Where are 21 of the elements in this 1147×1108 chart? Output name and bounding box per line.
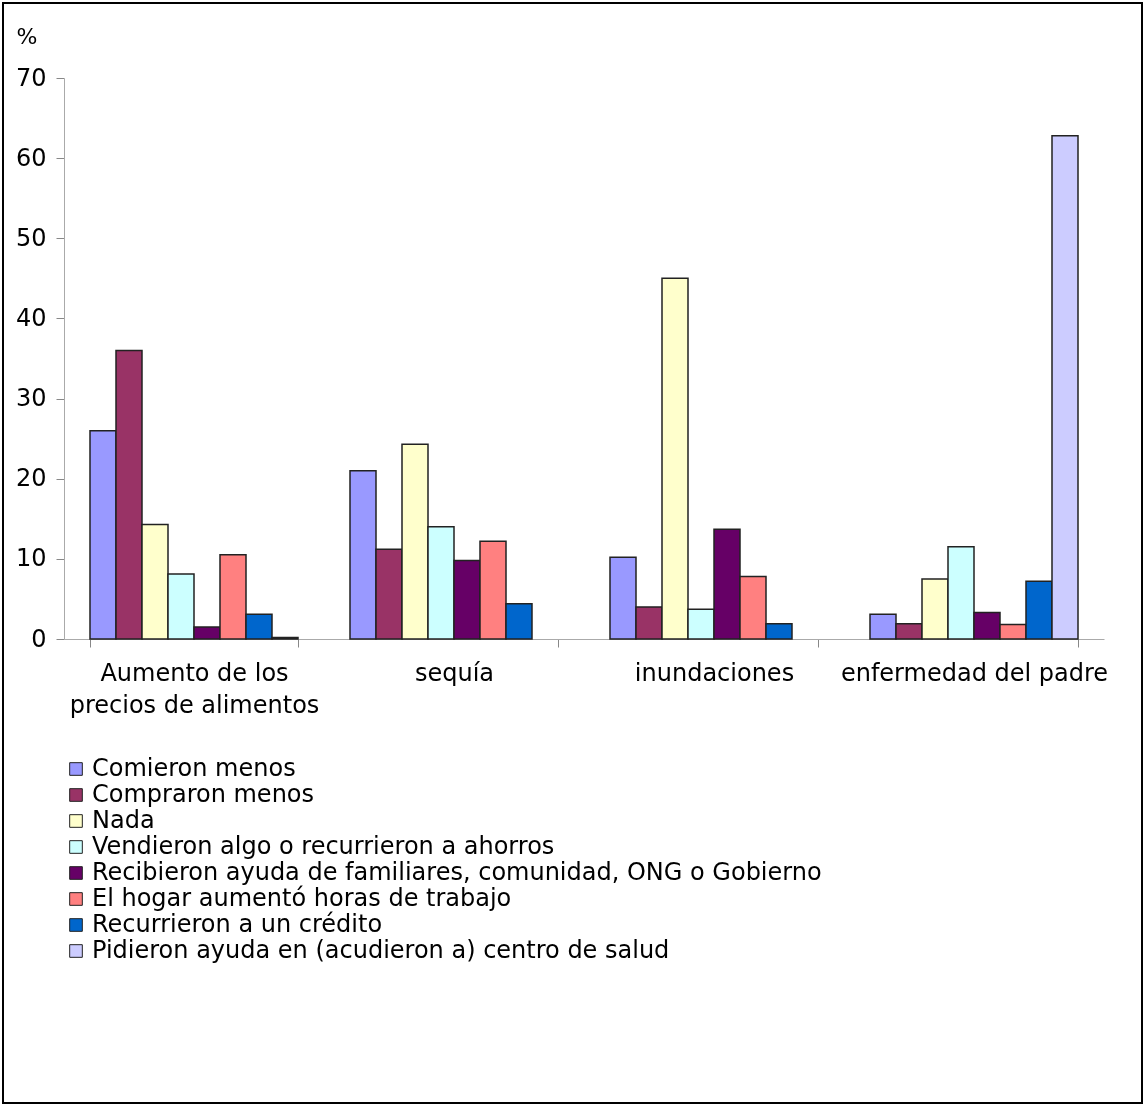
- y-tick-label: 70: [15, 63, 47, 92]
- legend-label: Nada: [92, 806, 155, 834]
- legend-label: El hogar aumentó horas de trabajo: [92, 884, 512, 912]
- y-tick-label: 50: [15, 223, 47, 252]
- x-tick-label: sequía: [414, 658, 495, 687]
- y-tick-label: 40: [15, 303, 47, 332]
- legend-label: Recibieron ayuda de familiares, comunidad, ONG o Gobierno: [92, 858, 822, 886]
- x-tick-label: inundaciones: [634, 658, 795, 687]
- y-tick-label: 0: [31, 624, 47, 653]
- legend-label: Recurrieron a un crédito: [92, 910, 383, 938]
- legend-label: Comieron menos: [92, 754, 296, 782]
- y-tick-label: 60: [15, 143, 47, 172]
- y-tick-label: 30: [15, 384, 47, 413]
- y-axis-title: %: [16, 23, 38, 49]
- x-tick-label: Aumento de los precios de alimentos: [69, 658, 320, 719]
- legend-label: Pidieron ayuda en (acudieron a) centro de salud: [92, 936, 670, 964]
- y-tick-label: 10: [15, 544, 47, 573]
- y-tick-label: 20: [15, 464, 47, 493]
- x-tick-label: enfermedad del padre: [840, 658, 1109, 687]
- legend-label: Compraron menos: [92, 780, 315, 808]
- legend-label: Vendieron algo o recurrieron a ahorros: [92, 832, 555, 860]
